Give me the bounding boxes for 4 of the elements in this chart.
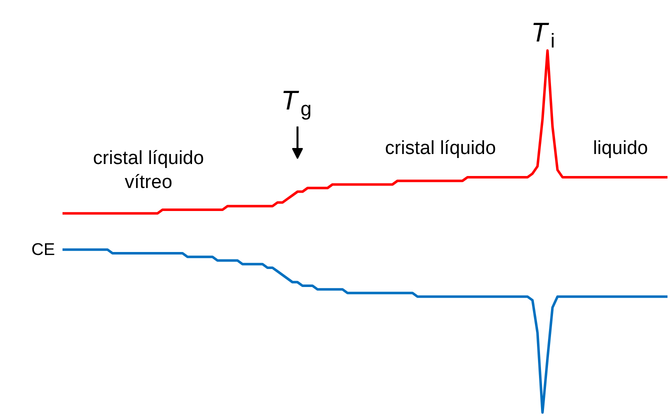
- annotation: cristal líquido: [385, 138, 496, 159]
- annotation: liquido: [593, 138, 648, 159]
- series-label: CE: [31, 240, 56, 260]
- annotation: cristal líquido vítreo: [93, 148, 204, 193]
